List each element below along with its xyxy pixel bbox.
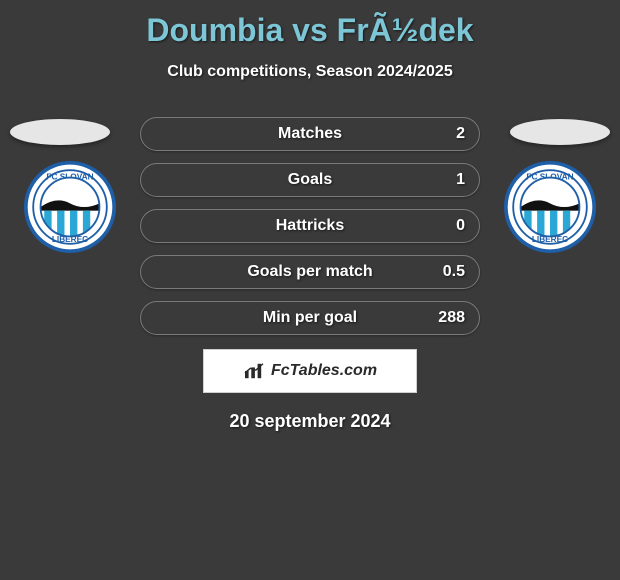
stat-row-matches: Matches 2 <box>140 117 480 151</box>
stat-value-right: 0 <box>456 210 465 242</box>
watermark-box: FcTables.com <box>203 349 417 393</box>
stat-row-goals: Goals 1 <box>140 163 480 197</box>
stat-row-goals-per-match: Goals per match 0.5 <box>140 255 480 289</box>
club-badge-right-svg: FC SLOVAN LIBEREC <box>504 161 596 253</box>
stat-row-min-per-goal: Min per goal 288 <box>140 301 480 335</box>
watermark-text: FcTables.com <box>271 362 377 380</box>
stat-value-right: 0.5 <box>443 256 465 288</box>
stat-value-right: 1 <box>456 164 465 196</box>
stat-label: Min per goal <box>141 302 479 334</box>
stat-label: Matches <box>141 118 479 150</box>
watermark-inner: FcTables.com <box>243 362 377 380</box>
chart-icon <box>243 362 265 380</box>
stat-label: Goals per match <box>141 256 479 288</box>
stat-value-right: 2 <box>456 118 465 150</box>
date-text: 20 september 2024 <box>0 411 620 432</box>
stat-label: Hattricks <box>141 210 479 242</box>
page-title: Doumbia vs FrÃ½dek <box>0 0 620 49</box>
club-badge-left-svg: FC SLOVAN LIBEREC <box>24 161 116 253</box>
comparison-panel: FC SLOVAN LIBEREC FC SLOVAN LIBEREC <box>0 111 620 432</box>
club-badge-right: FC SLOVAN LIBEREC <box>504 161 596 253</box>
stat-row-hattricks: Hattricks 0 <box>140 209 480 243</box>
subtitle: Club competitions, Season 2024/2025 <box>0 63 620 81</box>
stats-rows: Matches 2 Goals 1 Hattricks 0 Goals per … <box>140 111 480 335</box>
club-badge-left: FC SLOVAN LIBEREC <box>24 161 116 253</box>
stat-label: Goals <box>141 164 479 196</box>
halo-left <box>10 119 110 145</box>
halo-right <box>510 119 610 145</box>
stat-value-right: 288 <box>438 302 465 334</box>
